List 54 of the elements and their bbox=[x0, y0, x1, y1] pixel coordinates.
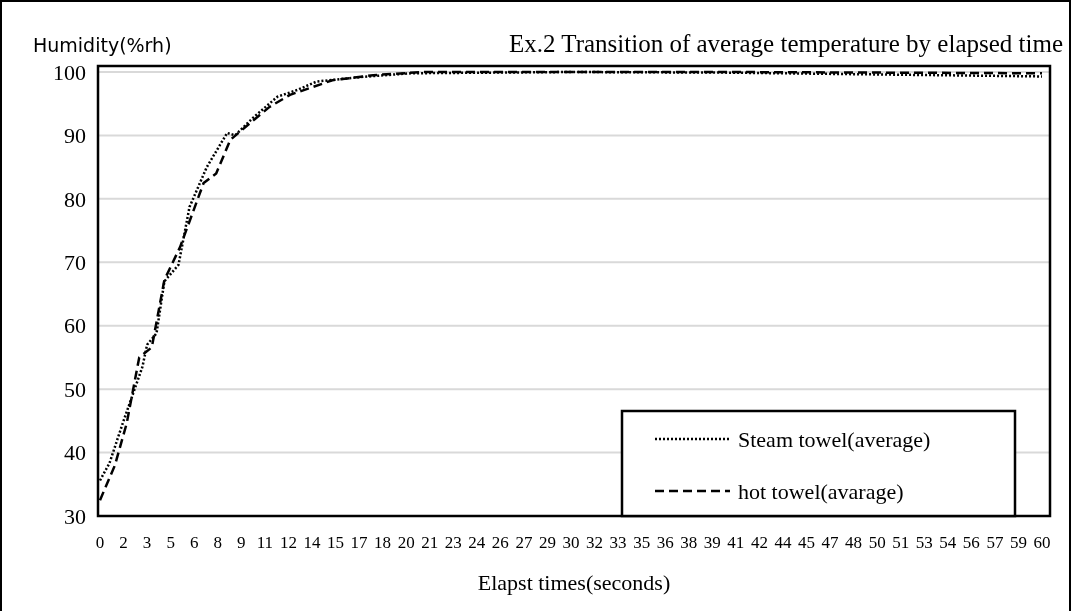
x-tick-label: 47 bbox=[821, 533, 840, 552]
x-tick-label: 8 bbox=[213, 533, 222, 552]
x-tick-label: 30 bbox=[562, 533, 580, 552]
legend-label: Steam towel(average) bbox=[738, 426, 931, 452]
x-tick-label: 35 bbox=[633, 533, 651, 552]
x-tick-label: 33 bbox=[609, 533, 627, 552]
x-tick-label: 32 bbox=[586, 533, 604, 552]
x-tick-label: 41 bbox=[727, 533, 745, 552]
x-axis-title: Elapst times(seconds) bbox=[477, 570, 671, 595]
x-tick-label: 56 bbox=[962, 533, 980, 552]
x-tick-label: 48 bbox=[845, 533, 863, 552]
x-tick-label: 54 bbox=[939, 533, 957, 552]
x-tick-label: 5 bbox=[166, 533, 175, 552]
x-tick-label: 24 bbox=[468, 533, 486, 552]
y-tick-label: 80 bbox=[64, 186, 86, 212]
x-tick-label: 17 bbox=[350, 533, 369, 552]
x-tick-label: 51 bbox=[892, 533, 910, 552]
y-tick-label: 70 bbox=[64, 249, 86, 275]
x-tick-label: 45 bbox=[798, 533, 815, 552]
x-tick-label: 18 bbox=[374, 533, 392, 552]
y-tick-label: 60 bbox=[64, 313, 86, 339]
x-tick-label: 14 bbox=[303, 533, 321, 552]
x-tick-label: 6 bbox=[189, 533, 199, 552]
y-tick-label: 40 bbox=[64, 440, 86, 466]
x-tick-label: 36 bbox=[656, 533, 674, 552]
chart-title: Ex.2 Transition of average temperature by elapsed time bbox=[508, 30, 1063, 57]
x-tick-label: 20 bbox=[397, 533, 415, 552]
x-tick-label: 39 bbox=[703, 533, 721, 552]
y-tick-label: 50 bbox=[64, 376, 86, 402]
x-tick-label: 15 bbox=[327, 533, 344, 552]
x-tick-label: 11 bbox=[256, 533, 274, 552]
x-tick-label: 60 bbox=[1033, 533, 1051, 552]
x-tick-label: 38 bbox=[680, 533, 698, 552]
y-tick-label: 100 bbox=[53, 59, 86, 85]
x-tick-label: 42 bbox=[750, 533, 768, 552]
legend-label: hot towel(avarage) bbox=[738, 478, 904, 504]
x-tick-label: 0 bbox=[95, 533, 105, 552]
x-tick-label: 12 bbox=[279, 533, 297, 552]
x-tick-label: 44 bbox=[774, 533, 792, 552]
x-tick-label: 57 bbox=[986, 533, 1004, 552]
x-tick-label: 23 bbox=[444, 533, 462, 552]
y-axis-title: Humidity(%rh) bbox=[33, 34, 172, 56]
x-tick-label: 2 bbox=[119, 533, 128, 552]
x-tick-label: 27 bbox=[515, 533, 533, 552]
x-tick-label: 21 bbox=[421, 533, 439, 552]
y-tick-label: 30 bbox=[64, 503, 86, 529]
x-tick-label: 50 bbox=[868, 533, 886, 552]
x-tick-label: 59 bbox=[1009, 533, 1027, 552]
x-tick-label: 26 bbox=[491, 533, 509, 552]
x-tick-label: 9 bbox=[237, 533, 246, 552]
x-tick-label: 53 bbox=[915, 533, 933, 552]
y-tick-label: 90 bbox=[64, 123, 86, 149]
x-tick-label: 3 bbox=[142, 533, 152, 552]
x-tick-label: 29 bbox=[538, 533, 556, 552]
